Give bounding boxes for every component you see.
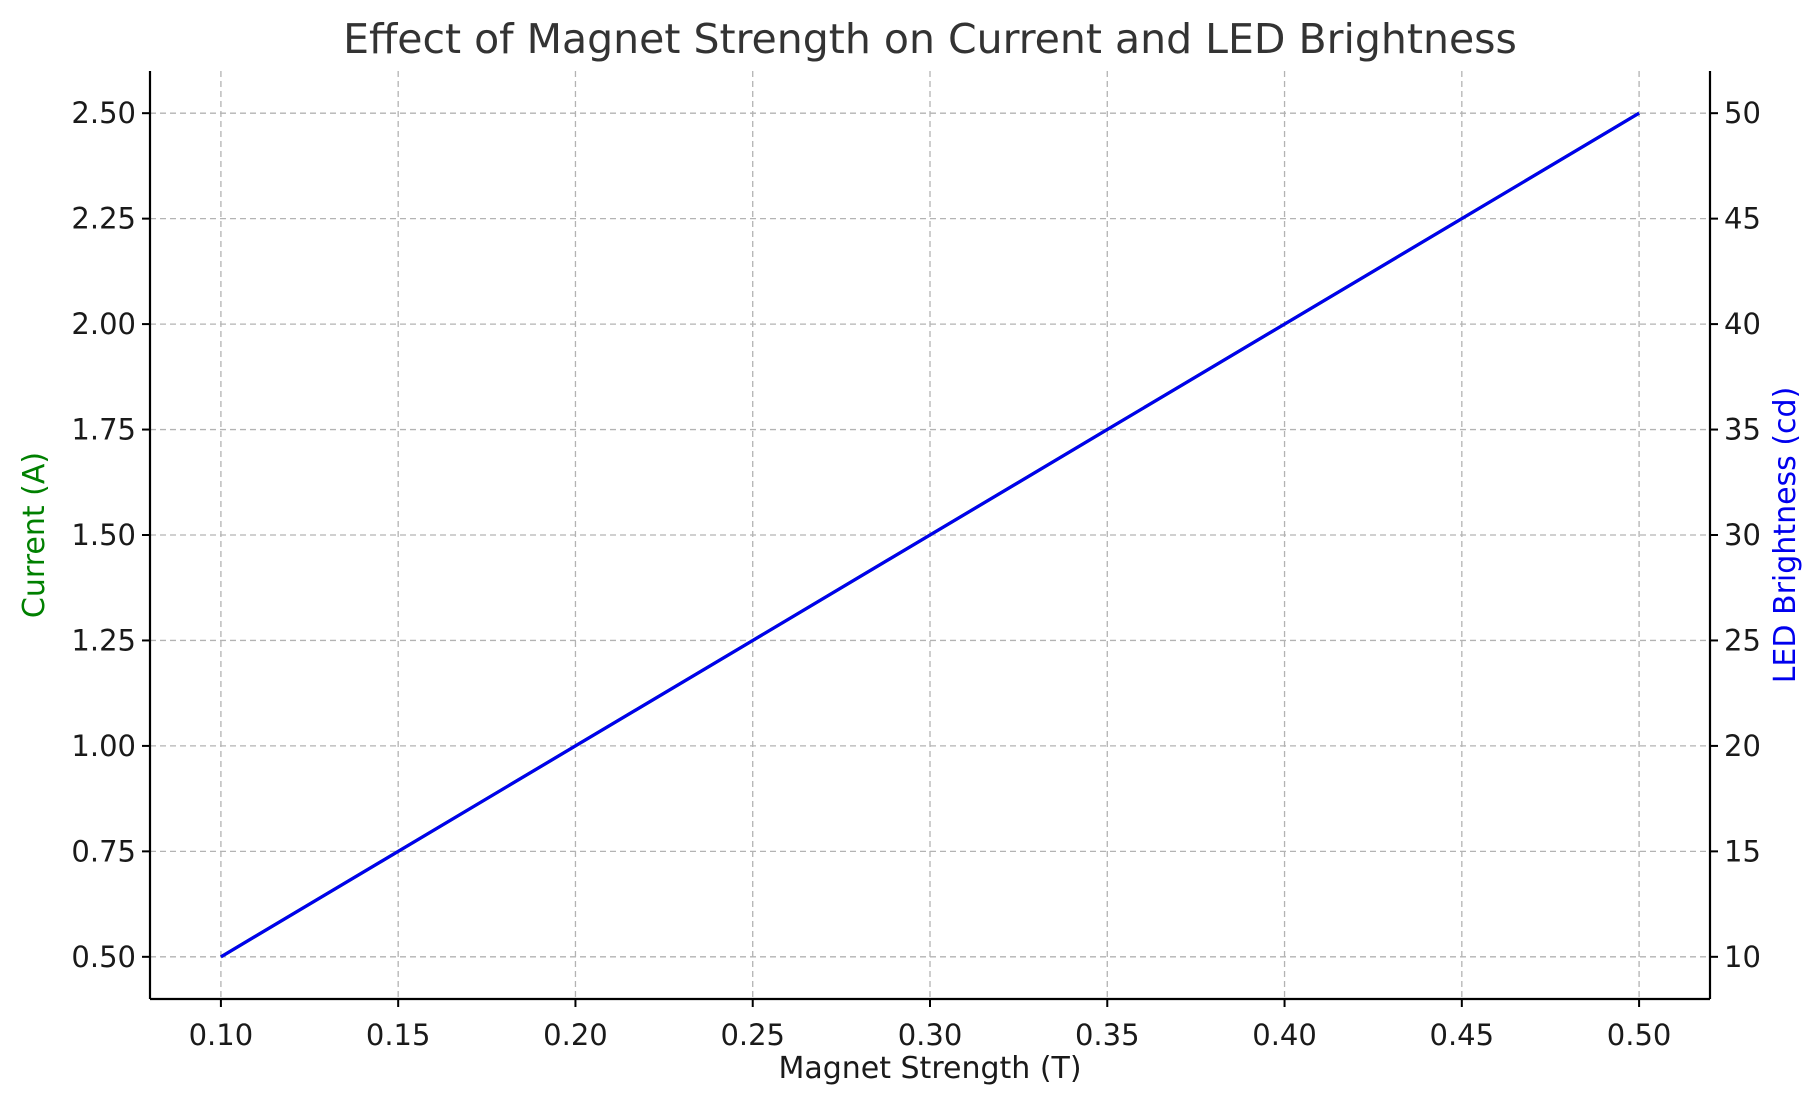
- y-right-tick-label: 10: [1724, 940, 1761, 974]
- y-right-tick-label: 25: [1724, 623, 1761, 657]
- y-right-tick-label: 15: [1724, 834, 1761, 868]
- x-tick-label: 0.35: [1075, 1018, 1140, 1052]
- y-left-tick-label: 0.50: [71, 940, 136, 974]
- y-right-tick-label: 45: [1724, 202, 1761, 236]
- y-left-tick-label: 0.75: [71, 834, 136, 868]
- y-right-tick-label: 20: [1724, 729, 1761, 763]
- chart-title: Effect of Magnet Strength on Current and…: [343, 15, 1517, 63]
- x-tick-label: 0.25: [720, 1018, 785, 1052]
- y-right-tick-label: 50: [1724, 96, 1761, 130]
- y-left-tick-label: 1.50: [71, 518, 136, 552]
- led-brightness-line: [220, 111, 1640, 959]
- y-left-tick-label: 1.75: [71, 413, 136, 447]
- y-right-axis-label: LED Brightness (cd): [1768, 387, 1803, 684]
- x-tick-label: 0.50: [1607, 1018, 1672, 1052]
- x-tick-label: 0.15: [366, 1018, 431, 1052]
- x-tick-label: 0.10: [189, 1018, 254, 1052]
- x-tick-label: 0.40: [1252, 1018, 1317, 1052]
- y-left-axis-label: Current (A): [17, 452, 52, 618]
- x-tick-label: 0.30: [898, 1018, 963, 1052]
- series-group: [220, 111, 1640, 959]
- y-left-tick-label: 1.25: [71, 623, 136, 657]
- y-left-tick-label: 2.00: [71, 307, 136, 341]
- x-tick-label: 0.45: [1430, 1018, 1495, 1052]
- x-tick-label: 0.20: [543, 1018, 608, 1052]
- y-right-tick-label: 30: [1724, 518, 1761, 552]
- x-axis-label: Magnet Strength (T): [778, 1051, 1081, 1086]
- y-right-tick-label: 35: [1724, 413, 1761, 447]
- ticks: 0.10 0.15 0.20 0.25 0.30 0.35 0.40 0.45 0.50 0.50…: [71, 96, 1760, 1052]
- y-right-tick-label: 40: [1724, 307, 1761, 341]
- y-left-tick-label: 1.00: [71, 729, 136, 763]
- y-left-tick-label: 2.25: [71, 202, 136, 236]
- y-left-tick-label: 2.50: [71, 96, 136, 130]
